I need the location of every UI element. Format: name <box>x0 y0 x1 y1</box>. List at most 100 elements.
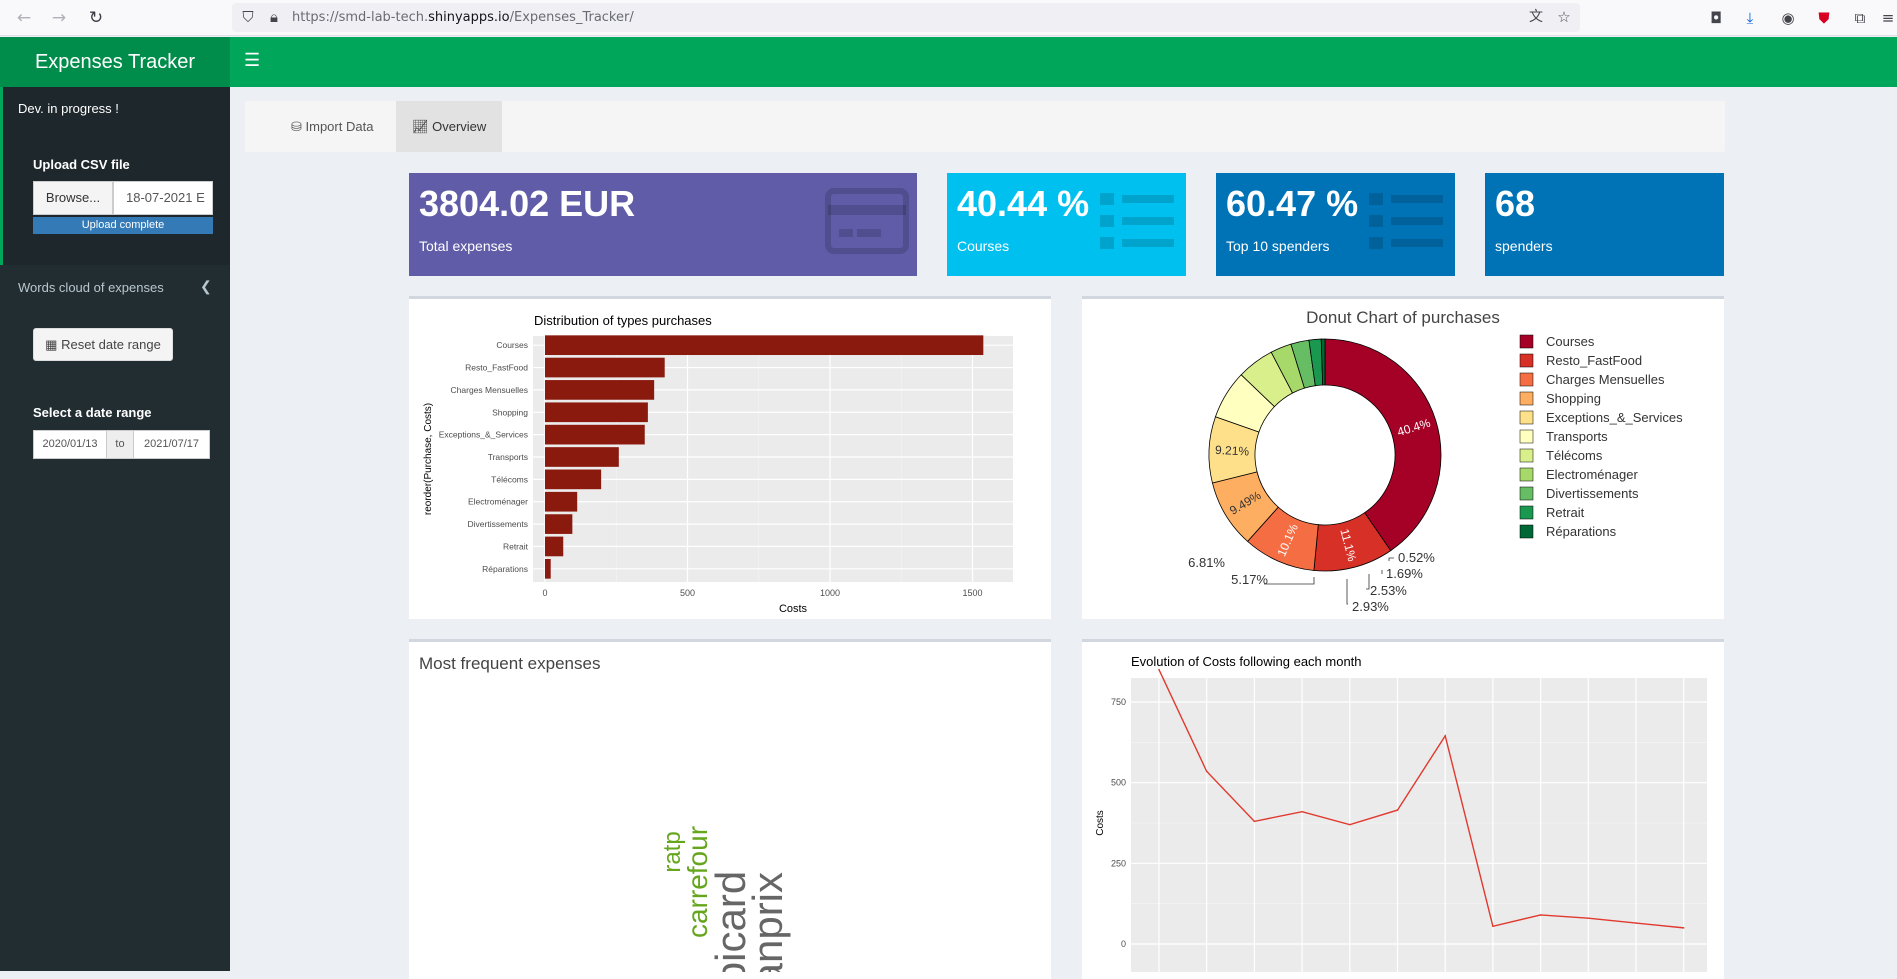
bar-x-axis-label: Costs <box>779 603 808 615</box>
database-icon: ⛁ <box>291 119 306 134</box>
wordcloud-word: picard <box>707 871 754 972</box>
hamburger-menu-icon[interactable]: ☰ <box>244 50 261 70</box>
sidebar-item-wordcloud[interactable]: Words cloud of expenses <box>18 280 164 295</box>
donut-legend-swatch <box>1519 448 1534 463</box>
date-range-separator: to <box>107 430 133 459</box>
line-y-axis-label: Costs <box>1095 810 1106 836</box>
bar-9 <box>545 536 564 557</box>
bar-6 <box>545 469 602 490</box>
donut-legend-label: Courses <box>1546 334 1595 349</box>
lock-icon[interactable]: 🔒︎ <box>270 8 278 26</box>
list-icon <box>1369 193 1443 249</box>
donut-leader-line <box>1264 577 1315 585</box>
donut-slice-0 <box>1324 338 1442 552</box>
menu-icon[interactable]: ≡ <box>1881 9 1895 27</box>
donut-leader-line <box>1346 579 1348 605</box>
line-point-4 <box>1349 823 1351 826</box>
account-icon[interactable]: ◉ <box>1781 9 1795 27</box>
line-y-tick-label: 500 <box>1111 778 1126 788</box>
pocket-icon[interactable]: ◘ <box>1710 9 1722 27</box>
bar-category-label: Electroménager <box>468 497 528 507</box>
bar-4 <box>545 424 645 445</box>
line-y-tick-label: 750 <box>1111 697 1126 707</box>
line-point-8 <box>1539 914 1542 916</box>
donut-legend-swatch <box>1519 467 1534 482</box>
date-range-label: Select a date range <box>33 405 152 420</box>
bar-10 <box>545 558 551 579</box>
bar-0 <box>545 335 984 356</box>
date-start-input[interactable]: 2020/01/13 <box>33 430 107 459</box>
wordcloud-word: franprix <box>744 872 791 972</box>
tab-overview-label: Overview <box>432 119 487 134</box>
donut-legend-label: Télécoms <box>1546 448 1603 463</box>
donut-pct-label: 9.21% <box>1215 443 1250 459</box>
donut-legend-swatch <box>1519 334 1534 349</box>
bar-category-label: Exceptions_&_Services <box>439 430 528 440</box>
bar-category-label: Courses <box>496 340 528 350</box>
ublock-shield-icon[interactable]: ⛊ <box>1818 9 1830 27</box>
url-bar[interactable]: ⛉ 🔒︎ https://smd-lab-tech.shinyapps.io/E… <box>232 3 1580 32</box>
donut-pct-label: 5.17% <box>1231 572 1268 587</box>
line-point-11 <box>1682 927 1685 929</box>
line-chart-icon: 📈︎ <box>412 119 433 134</box>
donut-pct-label: 1.69% <box>1386 566 1423 581</box>
bar-y-axis-label: reorder(Purchase, Costs) <box>423 403 434 515</box>
file-name-field[interactable]: 18-07-2021 E <box>113 181 213 215</box>
bar-chart-panel: Distribution of types purchases 0 500 1000 1… <box>409 296 1051 619</box>
donut-legend-swatch <box>1519 372 1534 387</box>
tab-import-data[interactable]: ⛁ Import Data <box>275 101 389 152</box>
value-box-courses-value: 40.44 % <box>957 183 1090 224</box>
bar-category-label: Réparations <box>482 564 528 574</box>
value-box-top10: 60.47 % Top 10 spenders <box>1216 173 1455 276</box>
upload-label: Upload CSV file <box>33 157 130 172</box>
donut-slice-10 <box>1320 338 1326 386</box>
tab-bar: ⛁ Import Data 📈︎ Overview <box>245 101 1725 152</box>
value-box-courses-label: Courses <box>957 238 1010 254</box>
url-text[interactable]: https://smd-lab-tech.shinyapps.io/Expens… <box>292 10 634 25</box>
bar-category-label: Divertissements <box>468 519 528 529</box>
bar-category-label: Retrait <box>503 541 529 551</box>
value-box-spenders: 68 spenders <box>1485 173 1724 276</box>
line-plot-background <box>1131 678 1707 978</box>
bar-chart: Distribution of types purchases 0 500 1000 1… <box>423 313 1013 615</box>
donut-legend-label: Electroménager <box>1546 467 1638 482</box>
url-path: /Expenses_Tracker/ <box>509 10 634 25</box>
line-series <box>1158 669 1684 929</box>
line-point-5 <box>1396 809 1399 811</box>
download-icon[interactable]: ⤓ <box>1746 9 1754 27</box>
value-box-total-value: 3804.02 EUR <box>419 183 636 224</box>
bar-3 <box>545 402 648 423</box>
credit-card-icon <box>825 188 909 254</box>
line-chart: Evolution of Costs following each month 0… <box>1095 654 1707 978</box>
extensions-icon[interactable]: ⧉ <box>1854 9 1866 27</box>
bar-5 <box>545 447 619 467</box>
donut-legend-label: Retrait <box>1546 505 1585 520</box>
bar-x-tick-label: 500 <box>680 588 695 598</box>
donut-legend-swatch <box>1519 391 1534 406</box>
wordcloud-panel: Most frequent expenses ratp carrefour pica… <box>409 639 1051 979</box>
donut-legend-swatch <box>1519 429 1534 444</box>
line-point-7 <box>1492 925 1494 928</box>
chevron-left-icon[interactable]: ❮ <box>200 278 212 294</box>
donut-legend-swatch <box>1519 410 1534 425</box>
bar-x-tick-label: 0 <box>542 588 547 598</box>
date-end-input[interactable]: 2021/07/17 <box>133 430 210 459</box>
line-point-3 <box>1301 810 1303 813</box>
line-chart-panel: Evolution of Costs following each month 0… <box>1082 639 1724 979</box>
donut-pct-label: 6.81% <box>1188 555 1225 570</box>
value-box-spenders-value: 68 <box>1495 183 1536 224</box>
forward-arrow-icon[interactable]: → <box>51 8 67 28</box>
line-point-0 <box>1158 668 1160 671</box>
browse-button[interactable]: Browse... <box>33 181 113 215</box>
back-arrow-icon[interactable]: ← <box>16 8 32 28</box>
bookmark-star-icon[interactable]: ☆ <box>1557 8 1571 26</box>
top-navbar: ☰ <box>230 37 1897 87</box>
shield-icon[interactable]: ⛉ <box>242 8 254 26</box>
donut-leader-line <box>1366 574 1370 590</box>
translate-icon[interactable]: 文 <box>1529 9 1543 25</box>
tab-import-label: Import Data <box>305 119 374 134</box>
reset-date-button[interactable]: ▦ Reset date range <box>33 328 173 361</box>
tab-overview[interactable]: 📈︎ Overview <box>396 101 503 152</box>
reload-icon[interactable]: ↻ <box>88 8 104 28</box>
donut-pct-label: 0.52% <box>1398 550 1435 565</box>
